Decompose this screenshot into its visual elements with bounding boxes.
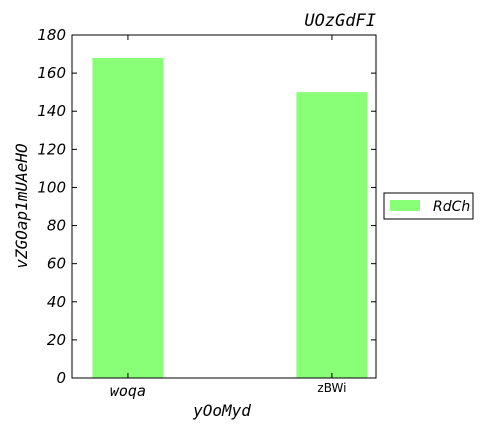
x-axis-ticks: woqa zBWi — [110, 35, 346, 400]
legend: RdCh — [383, 192, 474, 220]
y-axis-ticks: 0 20 40 60 80 100 120 140 160 180 — [37, 26, 376, 387]
x-tick-label-zbwi: zBWi — [317, 381, 346, 395]
chart-title: UOzGdFI — [304, 11, 376, 31]
y-tick-label: 20 — [47, 331, 66, 349]
y-tick-label: 40 — [47, 293, 66, 311]
x-axis-label: yOoMyd — [192, 401, 251, 420]
bar-woqa — [92, 57, 164, 378]
y-tick-label: 80 — [47, 217, 66, 235]
x-tick-label-woqa: woqa — [110, 382, 146, 400]
y-tick-label: 0 — [56, 369, 66, 387]
bars-group — [92, 57, 368, 379]
y-axis-label: vZGOap1mUAeHO — [12, 143, 31, 268]
y-tick-label: 100 — [37, 178, 66, 196]
y-tick-label: 60 — [47, 255, 66, 273]
y-tick-label: 180 — [37, 26, 66, 44]
y-tick-label: 160 — [37, 64, 66, 82]
legend-label-rdch: RdCh — [433, 199, 470, 215]
plot-frame — [71, 34, 377, 379]
y-tick-label: 120 — [37, 140, 66, 158]
legend-swatch-rdch — [390, 200, 420, 211]
bar-zbwi — [296, 92, 368, 379]
y-tick-label: 140 — [37, 102, 66, 120]
